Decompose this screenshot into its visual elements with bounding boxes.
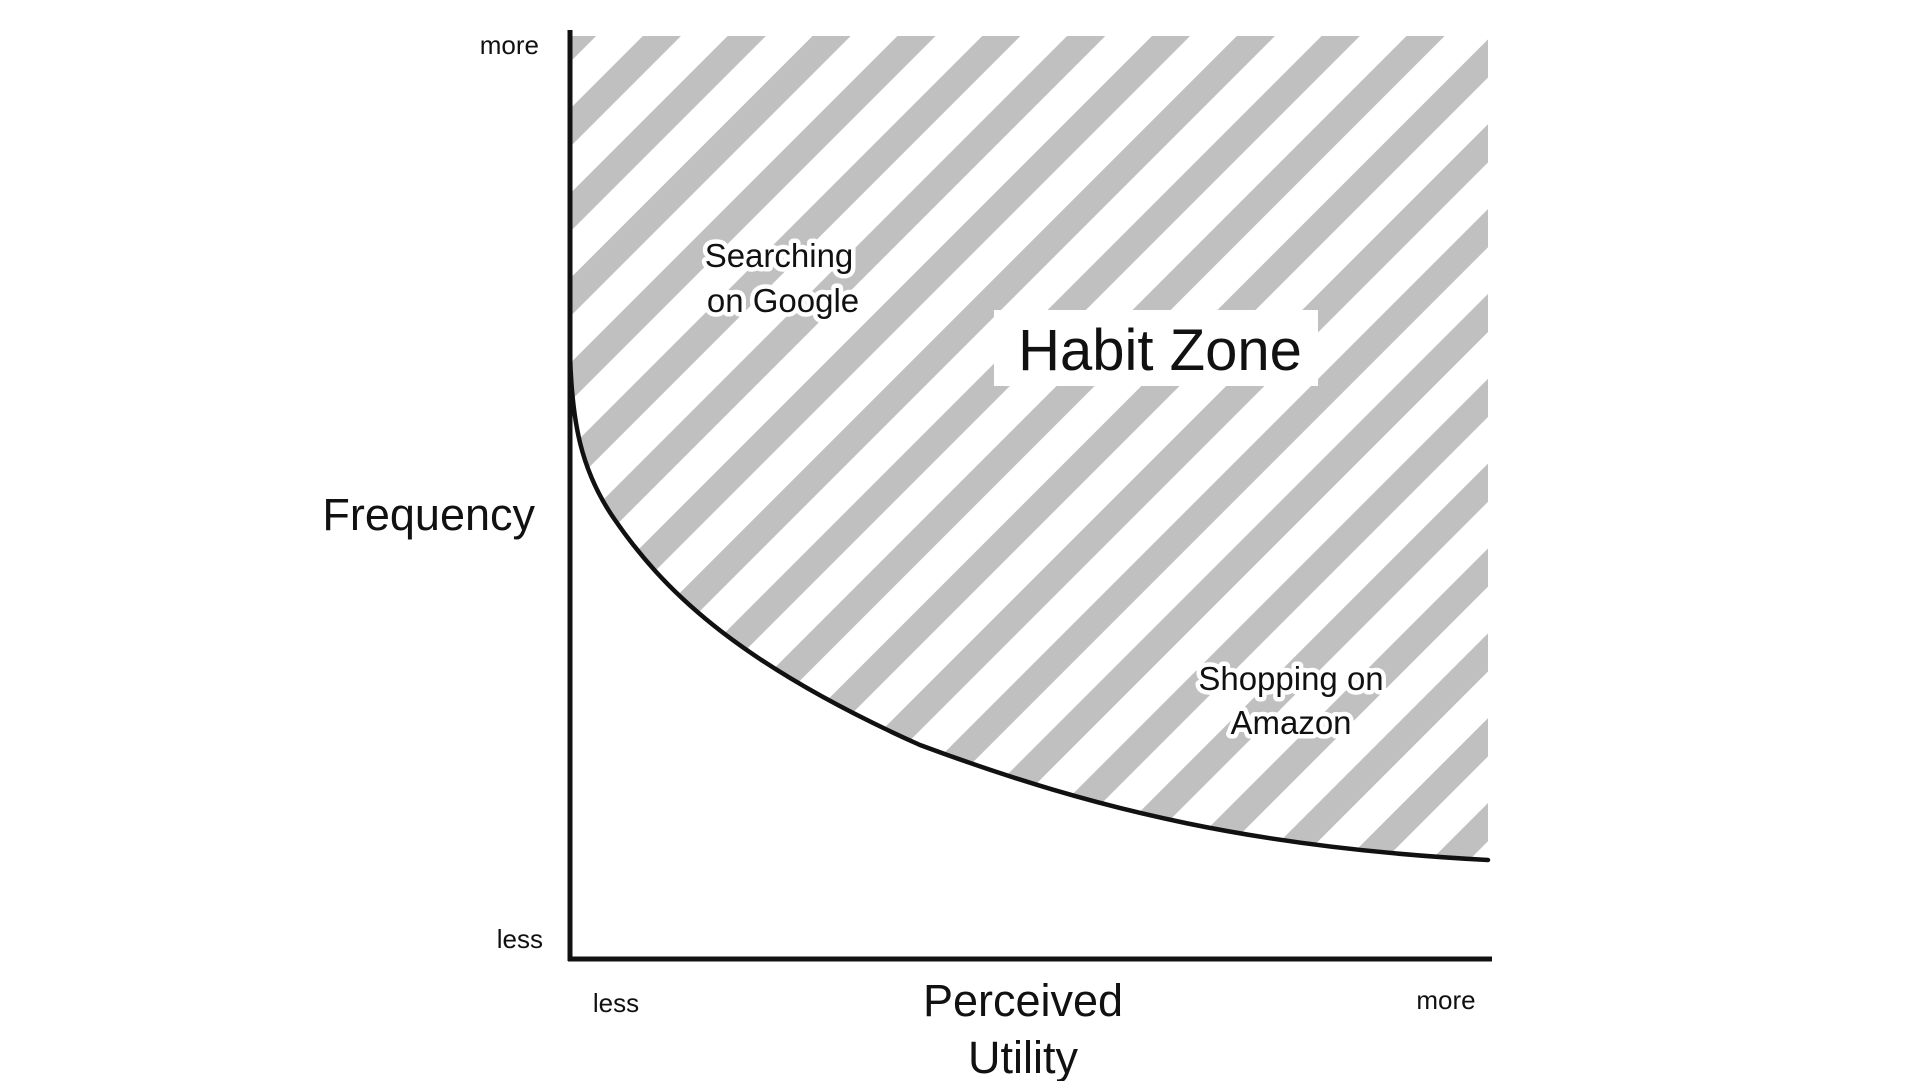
x-axis-title-line2: Utility bbox=[968, 1032, 1078, 1081]
habit-threshold-curve bbox=[567, 352, 1491, 863]
y-axis-top-label: more bbox=[480, 30, 539, 60]
example-amazon-line1: Shopping on bbox=[1198, 660, 1383, 697]
x-axis-title-line1: Perceived bbox=[923, 975, 1123, 1026]
y-axis-bottom-label: less bbox=[497, 924, 543, 954]
example-google-line1: Searching bbox=[705, 237, 854, 274]
x-axis-left-label: less bbox=[593, 988, 639, 1018]
x-axis-right-label: more bbox=[1416, 985, 1475, 1015]
y-axis-title: Frequency bbox=[322, 489, 535, 540]
habit-zone-region bbox=[570, 36, 1488, 860]
habit-zone-title-background bbox=[994, 310, 1318, 386]
habit-zone-title: Habit Zone bbox=[1018, 318, 1302, 383]
example-google-line2: on Google bbox=[707, 282, 859, 319]
example-amazon-line2: Amazon bbox=[1230, 704, 1351, 741]
